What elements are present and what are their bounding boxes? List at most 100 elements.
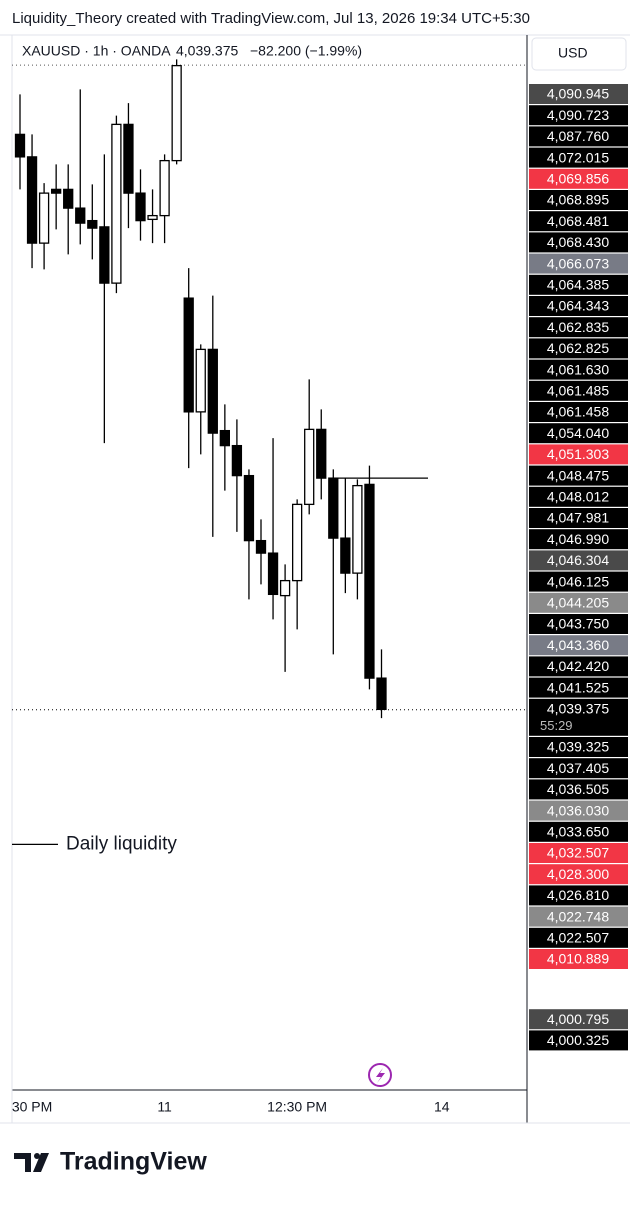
price-label-box (529, 656, 628, 677)
price-label: 4,036.030 (547, 802, 609, 818)
price-label: 4,047.981 (547, 510, 609, 526)
price-label-box (529, 698, 628, 719)
candle-body (171, 64, 182, 162)
countdown-box (529, 717, 628, 736)
candle-body (243, 474, 255, 542)
price-label: 4,061.458 (547, 404, 609, 420)
price-label-box (529, 758, 628, 779)
price-label: 4,042.420 (547, 658, 609, 674)
price-label: 4,043.750 (547, 616, 609, 632)
price-label: 4,054.040 (547, 425, 609, 441)
candle-body (267, 552, 279, 596)
x-tick-label: 30 PM (12, 1099, 52, 1115)
price-label-box (529, 843, 628, 863)
price-label-box (529, 1009, 628, 1030)
candle-body (340, 537, 351, 574)
price-label-box (529, 677, 628, 698)
candle-body (376, 677, 387, 711)
price-label-box (529, 906, 628, 927)
price-label: 4,051.303 (547, 446, 609, 462)
price-label: 4,041.525 (547, 679, 609, 695)
candle-body (99, 226, 110, 284)
price-label-box (529, 800, 628, 821)
price-label: 4,069.856 (547, 171, 609, 187)
price-label-box (529, 274, 628, 295)
price-label-box (529, 821, 628, 842)
price-label: 4,046.990 (547, 531, 609, 547)
price-label: 4,087.760 (547, 128, 609, 144)
price-label-box (529, 1030, 628, 1051)
price-label: 4,037.405 (547, 760, 609, 776)
price-label: 4,010.889 (547, 951, 609, 967)
price-label-box (529, 885, 628, 906)
candle-body (111, 123, 122, 284)
price-label-box (529, 296, 628, 316)
candle-body (195, 348, 206, 413)
price-label: 4,090.723 (547, 107, 609, 123)
candle-body (26, 156, 38, 244)
symbol: XAUUSD · 1h · OANDA (22, 43, 171, 59)
price-label-box (529, 444, 628, 465)
candle-body (316, 428, 327, 479)
candle-body (219, 429, 231, 447)
price-label-box (529, 571, 628, 592)
price-label-box (529, 592, 628, 613)
price-label: 4,039.375 (547, 701, 609, 717)
logo-part (34, 1153, 40, 1159)
price-label-box (529, 737, 628, 757)
price: 4,039.375 (176, 43, 238, 59)
x-tick-label: 11 (157, 1099, 172, 1115)
price-label-box (529, 126, 628, 147)
price-label: 4,068.895 (547, 192, 609, 208)
price-label: 4,090.945 (547, 86, 609, 102)
candle-body (51, 188, 62, 194)
price-label: 4,022.507 (547, 930, 609, 946)
candle-body (279, 579, 291, 597)
price-label-box (529, 550, 628, 571)
caption: Liquidity_Theory created with TradingVie… (12, 10, 530, 27)
x-tick-label: 12:30 PM (267, 1099, 327, 1115)
price-label-box (529, 927, 628, 948)
price-label: 4,046.125 (547, 573, 609, 589)
bolt (376, 1068, 385, 1083)
candle-body (328, 477, 339, 539)
logo-icon (14, 1153, 49, 1172)
price-label: 4,061.485 (547, 383, 609, 399)
candle-body (159, 159, 170, 217)
price-label: 4,066.073 (547, 255, 609, 271)
price-label-box (529, 423, 628, 444)
candle-body (14, 133, 26, 158)
price-label-box (529, 465, 628, 486)
candle-body (207, 348, 218, 434)
price-label-box (529, 380, 628, 401)
currency-button[interactable] (531, 37, 627, 71)
price-label-box (529, 211, 628, 232)
price-label: 4,064.343 (547, 298, 609, 314)
price-label-box (529, 253, 628, 274)
logo-part (33, 1153, 49, 1172)
price-label-box (529, 232, 628, 253)
candle-body (75, 207, 86, 224)
price-label: 4,048.012 (547, 489, 609, 505)
price-label: 4,036.505 (547, 781, 609, 797)
candle-body (63, 188, 74, 209)
price-label-box (529, 635, 628, 656)
annotation-text: Daily liquidity (66, 833, 177, 854)
price-label-box (529, 84, 628, 104)
candle-body (255, 539, 267, 554)
price-label-box (529, 779, 628, 800)
price-label-box (529, 949, 628, 969)
price-label: 4,043.360 (547, 637, 609, 653)
alert-icon[interactable] (368, 1063, 392, 1087)
candle-body (38, 192, 50, 244)
price-label-box (529, 147, 628, 168)
price-label-box (529, 168, 628, 189)
candle-body (352, 484, 363, 574)
candle-body (231, 444, 243, 477)
candle-body (123, 123, 134, 194)
price-label-box (529, 614, 628, 634)
currency: USD (558, 45, 588, 61)
price-label: 4,033.650 (547, 824, 609, 840)
